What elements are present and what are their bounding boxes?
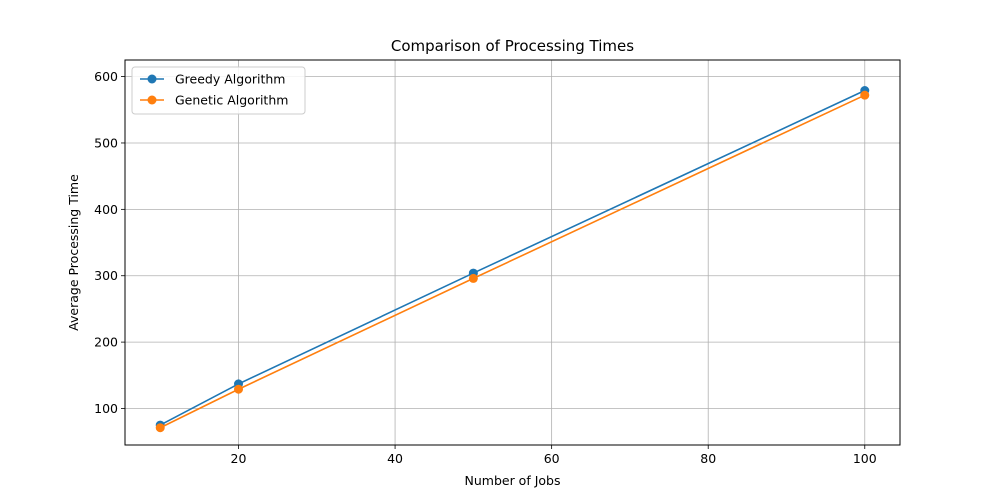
plot-frame [124,59,901,446]
x-tick-label: 40 [387,451,403,466]
series-2 [155,90,870,433]
x-tick-label: 80 [700,451,716,466]
data-point [155,423,165,433]
data-point [860,90,870,100]
legend-item: Greedy Algorithm [140,72,285,87]
y-tick-label: 600 [94,69,118,84]
legend-item: Genetic Algorithm [140,93,288,108]
series-line [159,94,866,429]
y-tick-label: 100 [94,401,118,416]
data-point [234,384,244,394]
legend-box [131,66,306,115]
y-tick-label: 500 [94,135,118,150]
legend-marker [147,95,157,105]
x-tick-label: 60 [544,451,560,466]
x-tick-label: 100 [853,451,877,466]
legend: Greedy Algorithm Genetic Algorithm [131,66,306,115]
x-axis-label: Number of Jobs [465,473,561,488]
x-tick-label: 20 [231,451,247,466]
legend-label: Greedy Algorithm [175,72,285,87]
legend-marker [147,74,157,84]
legend-label: Genetic Algorithm [175,93,288,108]
chart-title: Comparison of Processing Times [391,37,634,55]
y-tick-label: 300 [94,268,118,283]
series-line [159,89,866,426]
series-layer [155,86,870,433]
y-tick-label: 400 [94,202,118,217]
y-tick-label: 200 [94,335,118,350]
ticks: 20 40 60 80 100 100 200 300 400 500 600 [94,69,877,466]
data-point [468,273,478,283]
y-axis-label: Average Processing Time [66,174,81,331]
